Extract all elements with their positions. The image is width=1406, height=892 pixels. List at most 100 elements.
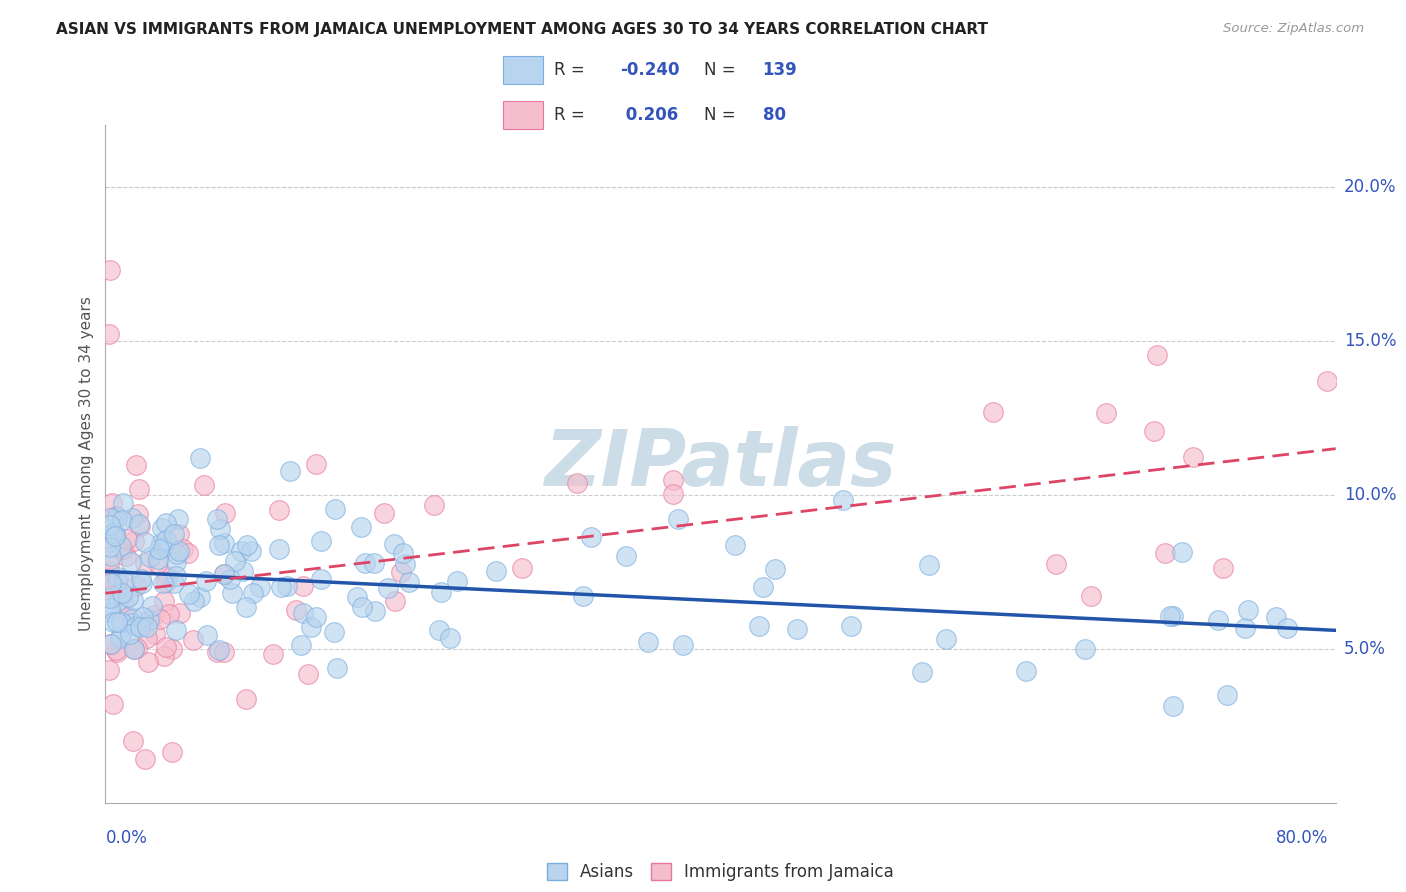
Y-axis label: Unemployment Among Ages 30 to 34 years: Unemployment Among Ages 30 to 34 years [79,296,94,632]
Point [122,611,145,625]
Point [672,638,695,652]
Point [446,574,468,588]
Point [100,638,122,652]
Point [125,458,148,472]
Point [105,615,128,629]
Point [224,554,246,568]
Point [169,606,191,620]
Point [105,510,128,524]
Point [101,496,124,510]
Point [108,631,131,645]
Point [97,327,120,342]
Point [100,575,122,590]
Point [323,625,346,640]
Point [1212,560,1234,574]
Point [111,513,134,527]
Text: N =: N = [704,106,741,124]
Point [1073,642,1095,657]
Text: 10.0%: 10.0% [1344,485,1396,504]
Point [267,503,290,517]
Point [212,536,235,550]
Point [146,557,169,571]
Point [143,627,166,641]
Point [346,591,368,605]
Point [167,512,190,526]
Point [155,533,177,547]
Text: 15.0%: 15.0% [1344,332,1396,350]
Point [177,546,200,560]
Point [111,542,134,557]
Text: R =: R = [554,61,591,78]
Point [752,580,775,594]
Point [141,599,163,613]
Text: -0.240: -0.240 [620,61,679,78]
Point [160,745,183,759]
Point [149,535,172,549]
Point [350,600,373,615]
Point [97,565,120,579]
Point [363,556,385,570]
Point [103,615,125,630]
Point [309,533,332,548]
Point [510,561,533,575]
Point [100,549,122,564]
Point [104,526,127,541]
Point [235,692,257,706]
Point [364,604,387,618]
Point [124,534,146,549]
Point [111,496,134,510]
Point [394,557,416,571]
Point [1206,613,1229,627]
Point [112,597,135,611]
Point [155,640,177,654]
Point [918,558,941,573]
Text: 0.206: 0.206 [620,106,678,124]
Point [122,641,145,656]
Point [105,574,128,588]
Point [136,632,159,646]
Point [1161,699,1184,714]
Point [163,527,186,541]
Point [235,600,257,615]
Point [208,538,231,552]
Point [221,586,243,600]
Point [249,580,271,594]
Point [150,521,173,535]
Point [98,600,121,615]
Point [110,615,132,629]
Point [177,587,200,601]
Point [131,576,153,591]
Point [110,628,132,642]
Point [270,580,292,594]
Point [911,665,934,680]
Point [124,641,146,656]
FancyBboxPatch shape [503,56,543,84]
Point [107,594,129,608]
Point [485,564,508,578]
Point [129,572,152,586]
Text: ZIPatlas: ZIPatlas [544,425,897,502]
Point [134,535,156,549]
Point [134,752,156,766]
Point [236,538,259,552]
Point [229,543,252,558]
Point [125,619,148,633]
Point [389,565,412,579]
Point [111,585,134,599]
Point [152,575,174,590]
Point [181,633,204,648]
Point [572,590,595,604]
Text: R =: R = [554,106,591,124]
Point [637,635,659,649]
Point [143,608,166,623]
Point [107,570,129,584]
Point [305,610,328,624]
Point [748,619,770,633]
Point [285,603,308,617]
Point [430,585,453,599]
Point [129,519,152,533]
Point [292,579,315,593]
Legend: Asians, Immigrants from Jamaica: Asians, Immigrants from Jamaica [538,855,903,889]
Point [134,556,156,570]
Point [127,507,149,521]
